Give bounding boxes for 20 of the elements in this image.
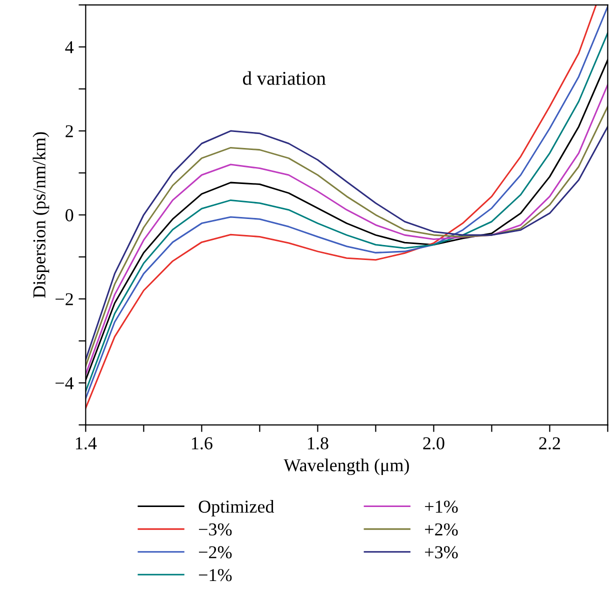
legend-label: −3% <box>198 523 232 536</box>
x-tick-label: 1.4 <box>76 437 97 450</box>
legend-label: Optimized <box>198 500 274 516</box>
legend-label: +2% <box>425 523 458 536</box>
legend-label: −2% <box>198 546 232 558</box>
legend-label: +3% <box>425 546 458 558</box>
x-tick-label: 2.0 <box>423 437 444 450</box>
y-tick-label: −4 <box>56 377 74 390</box>
x-tick-label: 2.2 <box>539 437 560 450</box>
x-tick-label: 1.8 <box>308 437 328 450</box>
legend-label: +1% <box>425 500 458 513</box>
annotation: d variation <box>242 71 326 85</box>
y-tick-label: 4 <box>65 41 74 54</box>
legend-label: −1% <box>198 568 232 582</box>
y-tick-label: 2 <box>66 125 73 138</box>
y-tick-label: −2 <box>56 293 73 306</box>
y-tick-label: 0 <box>66 209 74 222</box>
y-axis-title: Dispersion (ps/nm/km) <box>32 132 50 298</box>
x-tick-label: 1.6 <box>192 437 212 450</box>
x-axis-title: Wavelength (μm) <box>284 458 409 476</box>
